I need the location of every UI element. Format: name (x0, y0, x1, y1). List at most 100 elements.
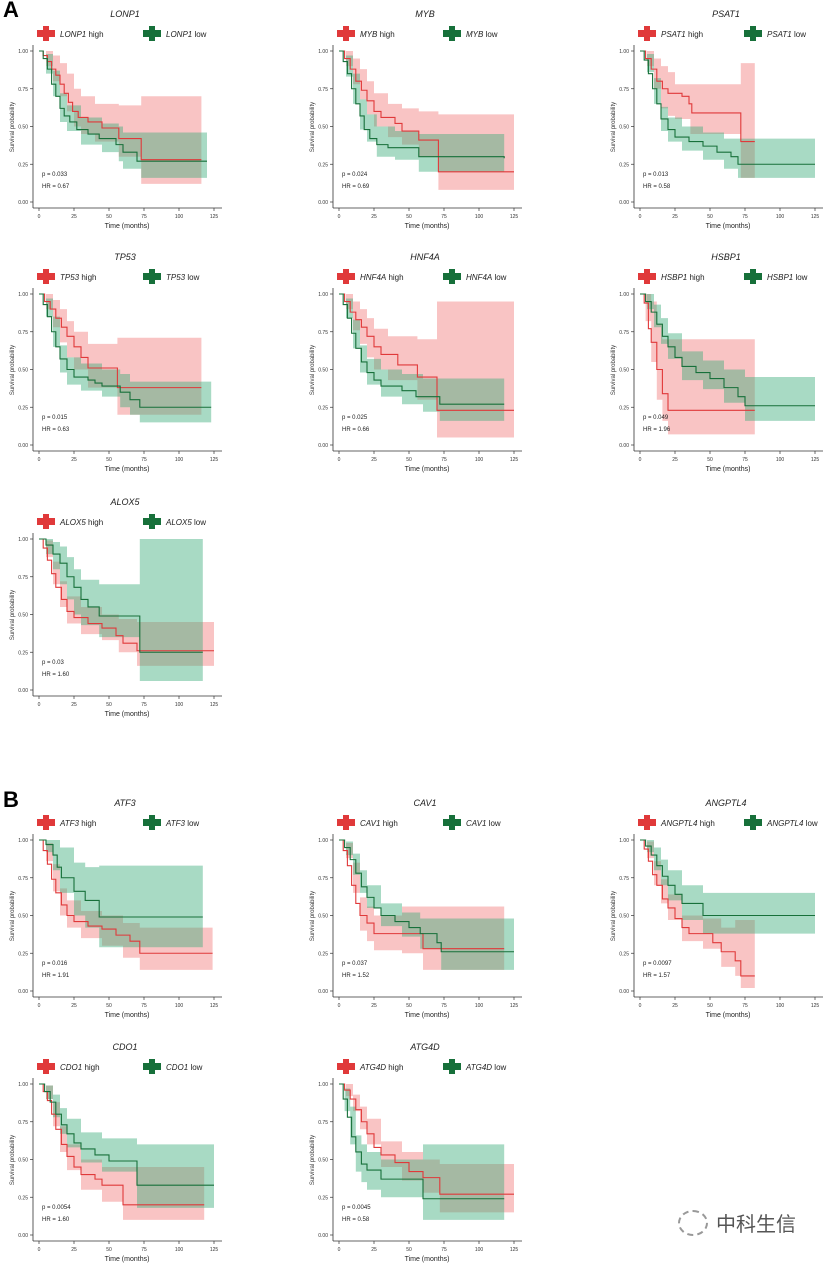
x-tick-label: 50 (406, 214, 412, 220)
legend-item-high: ANGPTL4 high (638, 815, 715, 830)
legend-item-low: MYB low (443, 26, 498, 41)
x-tick-label: 100 (175, 457, 184, 463)
y-axis-label: Survival probability (10, 345, 16, 395)
km-plot-svg: CAV1 CAV1 high CAV1 low 0.00 0.25 0.50 0.75 1.0… (310, 798, 522, 1019)
x-axis-label: Time (months) (105, 1012, 150, 1019)
y-tick-label: 1.00 (619, 49, 629, 55)
hazard-ratio-label: HR = 0.58 (643, 184, 671, 190)
legend-low-plus-icon-stem (149, 514, 155, 529)
x-tick-label: 75 (441, 1003, 447, 1009)
legend-low-plus-icon-stem (149, 1059, 155, 1074)
legend-high-label: CAV1 high (360, 819, 398, 828)
y-axis-label: Survival probability (310, 1135, 316, 1185)
survival-curve-low (39, 538, 203, 653)
x-tick-label: 100 (475, 214, 484, 220)
x-tick-label: 100 (175, 1003, 184, 1009)
x-tick-label: 0 (38, 702, 41, 708)
x-tick-label: 100 (475, 1247, 484, 1253)
legend-high-plus-icon-stem (644, 815, 650, 830)
legend-high-plus-icon-stem (43, 514, 49, 529)
y-tick-label: 1.00 (18, 1082, 28, 1088)
legend-high-label: ATG4D high (359, 1063, 403, 1072)
legend-item-low: ATG4D low (443, 1059, 507, 1074)
y-tick-label: 0.25 (619, 162, 629, 168)
y-axis-label: Survival probability (310, 345, 316, 395)
x-tick-label: 100 (776, 457, 785, 463)
hazard-ratio-label: HR = 0.67 (42, 184, 70, 190)
ci-band-low (39, 51, 207, 178)
x-tick-label: 25 (672, 457, 678, 463)
legend-high-plus-icon-stem (343, 815, 349, 830)
y-tick-label: 0.50 (318, 914, 328, 920)
survival-curve-low (39, 50, 207, 162)
ci-band-high (640, 294, 755, 435)
y-tick-label: 0.75 (318, 330, 328, 336)
legend-low-label: ATG4D low (465, 1063, 507, 1072)
legend-high-plus-icon-stem (343, 269, 349, 284)
plot-title: TP53 (114, 252, 136, 262)
ci-band-low (39, 539, 203, 681)
ci-band-low (39, 1084, 214, 1208)
plot-title: ATF3 (113, 798, 135, 808)
km-plot-svg: CDO1 CDO1 high CDO1 low 0.00 0.25 0.50 0.75 1.0… (10, 1042, 222, 1263)
y-tick-label: 0.00 (18, 443, 28, 449)
hazard-ratio-label: HR = 1.52 (342, 973, 370, 979)
p-value-label: p = 0.025 (342, 415, 368, 421)
x-tick-label: 75 (141, 702, 147, 708)
x-tick-label: 100 (175, 702, 184, 708)
km-plot-lonp1: LONP1 LONP1 high LONP1 low 0.00 0.25 0.50 0.75… (0, 0, 300, 240)
x-tick-label: 0 (639, 214, 642, 220)
x-tick-label: 75 (441, 214, 447, 220)
watermark-text: 中科生信 (716, 1214, 796, 1236)
x-tick-label: 0 (38, 214, 41, 220)
y-tick-label: 1.00 (18, 838, 28, 844)
y-tick-label: 1.00 (619, 292, 629, 298)
x-tick-label: 75 (141, 1003, 147, 1009)
km-plot-cav1: CAV1 CAV1 high CAV1 low 0.00 0.25 0.50 0.75 1.0… (300, 789, 600, 1029)
legend-item-low: HNF4A low (443, 269, 507, 284)
survival-curve-low (640, 50, 815, 165)
legend-low-label: HSBP1 low (767, 273, 808, 282)
y-tick-label: 0.50 (18, 914, 28, 920)
y-tick-label: 0.25 (18, 162, 28, 168)
survival-curve-high (39, 538, 214, 652)
km-plot-atg4d: ATG4D ATG4D high ATG4D low 0.00 0.25 0.50 0.75… (300, 1033, 600, 1273)
x-tick-label: 75 (141, 214, 147, 220)
x-tick-label: 0 (639, 1003, 642, 1009)
legend-item-high: CAV1 high (337, 815, 398, 830)
legend-low-label: ANGPTL4 low (766, 819, 818, 828)
survival-curve-high (339, 50, 514, 173)
x-axis-label: Time (months) (405, 1256, 450, 1263)
y-tick-label: 0.50 (318, 1158, 328, 1164)
x-tick-label: 125 (510, 457, 519, 463)
legend-high-label: HSBP1 high (661, 273, 705, 282)
y-axis-label: Survival probability (10, 102, 16, 152)
x-tick-label: 100 (175, 214, 184, 220)
x-tick-label: 25 (371, 1003, 377, 1009)
y-tick-label: 0.00 (619, 989, 629, 995)
x-tick-label: 75 (742, 214, 748, 220)
legend-high-label: ATF3 high (59, 819, 96, 828)
x-tick-label: 75 (742, 1003, 748, 1009)
km-plot-svg: HNF4A HNF4A high HNF4A low 0.00 0.25 0.50 0.75… (310, 252, 522, 473)
p-value-label: p = 0.0045 (342, 1205, 371, 1211)
plot-title: ATG4D (409, 1042, 440, 1052)
x-tick-label: 75 (141, 1247, 147, 1253)
legend-low-plus-icon-stem (149, 815, 155, 830)
y-tick-label: 0.00 (18, 1233, 28, 1239)
x-tick-label: 50 (406, 1247, 412, 1253)
y-tick-label: 0.25 (318, 951, 328, 957)
x-axis-label: Time (months) (405, 466, 450, 473)
plot-title: LONP1 (110, 9, 140, 19)
legend-low-plus-icon-stem (750, 269, 756, 284)
survival-curve-high (39, 50, 202, 161)
legend-item-high: HNF4A high (337, 269, 404, 284)
km-plot-svg: TP53 TP53 high TP53 low 0.00 0.25 0.50 0.75 1.0… (10, 252, 222, 473)
legend-low-plus-icon-stem (449, 269, 455, 284)
x-tick-label: 50 (106, 702, 112, 708)
y-tick-label: 0.75 (18, 87, 28, 93)
legend-high-plus-icon-stem (343, 26, 349, 41)
legend-low-label: MYB low (466, 30, 498, 39)
y-tick-label: 0.00 (318, 443, 328, 449)
km-plot-svg: ATG4D ATG4D high ATG4D low 0.00 0.25 0.50 0.75… (310, 1042, 522, 1263)
